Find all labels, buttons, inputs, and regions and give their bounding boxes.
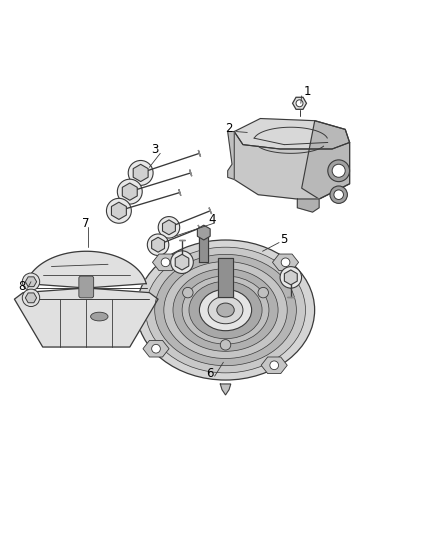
Polygon shape — [14, 251, 158, 347]
Ellipse shape — [182, 276, 269, 344]
Circle shape — [281, 258, 290, 266]
Polygon shape — [198, 225, 201, 231]
Text: 3: 3 — [152, 143, 159, 156]
Ellipse shape — [217, 303, 234, 317]
Polygon shape — [220, 384, 231, 395]
Ellipse shape — [189, 281, 262, 339]
Circle shape — [220, 340, 231, 350]
Polygon shape — [199, 234, 208, 262]
Text: 1: 1 — [304, 85, 311, 98]
Text: 7: 7 — [82, 217, 89, 230]
Circle shape — [22, 289, 40, 306]
Ellipse shape — [164, 262, 287, 359]
Text: 5: 5 — [280, 232, 287, 246]
Circle shape — [147, 234, 169, 255]
Polygon shape — [302, 120, 350, 199]
Polygon shape — [133, 164, 148, 182]
Polygon shape — [179, 189, 181, 196]
Circle shape — [128, 160, 153, 185]
Polygon shape — [175, 254, 189, 270]
Polygon shape — [152, 254, 179, 271]
Polygon shape — [25, 277, 37, 287]
Circle shape — [161, 258, 170, 266]
Circle shape — [171, 251, 193, 273]
Polygon shape — [272, 254, 299, 271]
Circle shape — [117, 179, 142, 204]
Circle shape — [270, 361, 279, 369]
Circle shape — [328, 160, 350, 182]
Polygon shape — [190, 169, 192, 176]
Circle shape — [106, 198, 131, 223]
Circle shape — [330, 186, 347, 204]
Ellipse shape — [155, 254, 297, 366]
Polygon shape — [111, 202, 126, 220]
Circle shape — [258, 287, 268, 298]
Polygon shape — [234, 132, 350, 199]
Polygon shape — [143, 341, 169, 357]
Circle shape — [332, 164, 345, 177]
Text: 8: 8 — [18, 280, 25, 294]
Ellipse shape — [173, 269, 278, 351]
Circle shape — [280, 266, 301, 288]
Polygon shape — [218, 258, 233, 297]
Text: 4: 4 — [208, 213, 215, 226]
Ellipse shape — [145, 247, 305, 373]
Polygon shape — [284, 270, 297, 285]
Polygon shape — [198, 225, 210, 240]
Polygon shape — [198, 150, 201, 157]
Polygon shape — [234, 118, 350, 149]
Polygon shape — [228, 132, 234, 180]
Text: 2: 2 — [226, 122, 233, 134]
Circle shape — [296, 100, 303, 107]
Polygon shape — [25, 293, 37, 303]
Polygon shape — [209, 207, 212, 214]
Ellipse shape — [136, 240, 314, 380]
Ellipse shape — [199, 289, 252, 330]
Polygon shape — [152, 237, 165, 252]
Ellipse shape — [91, 312, 108, 321]
Polygon shape — [122, 183, 137, 200]
Circle shape — [22, 273, 40, 290]
Ellipse shape — [208, 296, 243, 324]
Circle shape — [152, 344, 160, 353]
Polygon shape — [293, 97, 307, 109]
Polygon shape — [297, 199, 319, 212]
Polygon shape — [162, 220, 175, 235]
FancyBboxPatch shape — [79, 276, 94, 298]
Polygon shape — [261, 357, 287, 374]
Circle shape — [183, 287, 193, 298]
Circle shape — [334, 190, 343, 199]
Circle shape — [158, 216, 180, 238]
Text: 6: 6 — [206, 367, 213, 381]
